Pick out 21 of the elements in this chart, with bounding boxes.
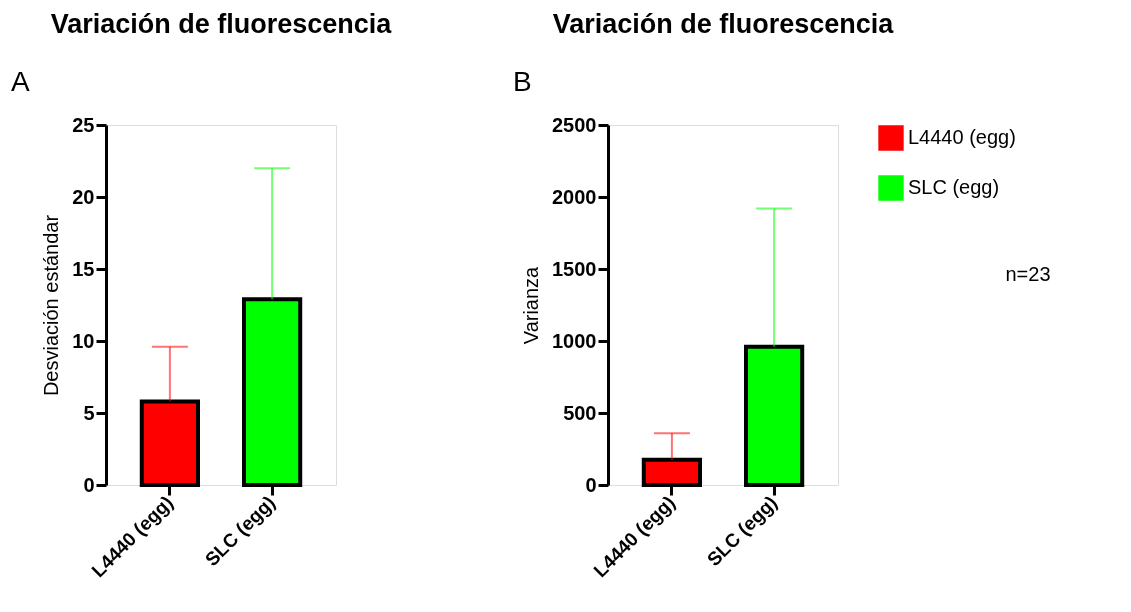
y-tick-label: 0 (585, 473, 597, 496)
y-tick-label: 500 (563, 401, 597, 424)
y-axis-title: Desviación estándar (40, 214, 63, 397)
text: n=23 (1005, 263, 1051, 285)
chart-title: Variación de fluorescencia (552, 9, 895, 39)
legend-label: L4440 (egg) (908, 126, 1016, 148)
y-tick-label: 5 (83, 401, 95, 424)
y-tick-label: 0 (83, 473, 95, 496)
text: A (11, 66, 30, 97)
y-tick-label: 25 (72, 113, 95, 136)
y-tick-label: 10 (72, 329, 95, 352)
legend-label: SLC (egg) (908, 176, 1000, 198)
y-tick-label: 1500 (552, 257, 597, 280)
chart-title: Variación de fluorescencia (50, 9, 393, 39)
y-tick-label: 20 (72, 185, 95, 208)
y-tick-label: 2500 (552, 113, 597, 136)
y-axis-title: Varianza (520, 265, 543, 345)
y-tick-label: 2000 (552, 185, 597, 208)
y-tick-label: 15 (72, 257, 95, 280)
text: B (513, 66, 532, 97)
y-tick-label: 1000 (552, 329, 597, 352)
